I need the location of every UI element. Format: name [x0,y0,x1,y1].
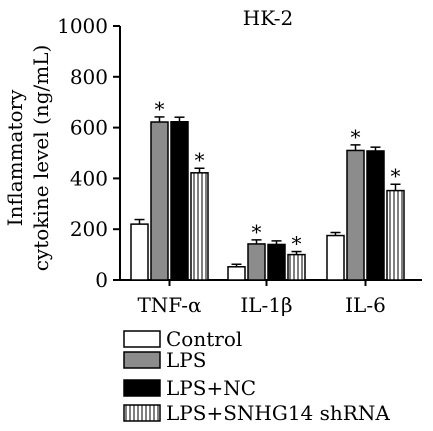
bars: * * * * * * [130,97,405,281]
y-axis-label-line1: Inflammatory [3,89,27,227]
significance-marker: * [292,232,302,256]
legend-swatch [123,330,161,348]
bar [366,150,385,281]
bar [247,243,266,281]
y-tick-label: 0 [95,268,108,292]
x-axis: TNF-α IL-1β IL-6 [120,279,422,317]
x-tick-label: IL-6 [345,293,386,317]
bar [170,121,189,281]
legend-swatch [123,404,161,422]
y-tick-label: 600 [70,116,108,140]
y-tick-label: 1000 [57,14,108,38]
bar [130,223,149,281]
y-tick-label: 200 [70,217,108,241]
y-tick-label: 400 [70,166,108,190]
legend-swatch [123,351,161,369]
significance-marker: * [155,97,165,121]
bar [386,189,405,281]
bar [326,234,345,281]
significance-marker: * [391,164,401,188]
bar [267,243,286,281]
significance-marker: * [351,125,361,149]
legend-label: LPS+NC [166,376,256,400]
chart-title: HK-2 [243,6,293,30]
bar [287,253,306,281]
bar [150,121,169,281]
significance-marker: * [252,220,262,244]
legend-swatch [123,379,161,397]
legend-label: LPS+SNHG14 shRNA [166,401,390,425]
y-tick-label: 800 [70,65,108,89]
significance-marker: * [195,148,205,172]
bar [190,172,209,281]
x-tick-label: IL-1β [240,293,292,317]
bar [227,266,246,281]
y-axis: 0 200 400 600 800 1000 [57,14,121,292]
bar [346,149,365,281]
legend-label: Control [166,327,242,351]
legend-label: LPS [166,348,206,372]
y-axis-label-line2: cytokine level (ng/mL) [29,45,53,272]
x-tick-label: TNF-α [137,293,201,317]
